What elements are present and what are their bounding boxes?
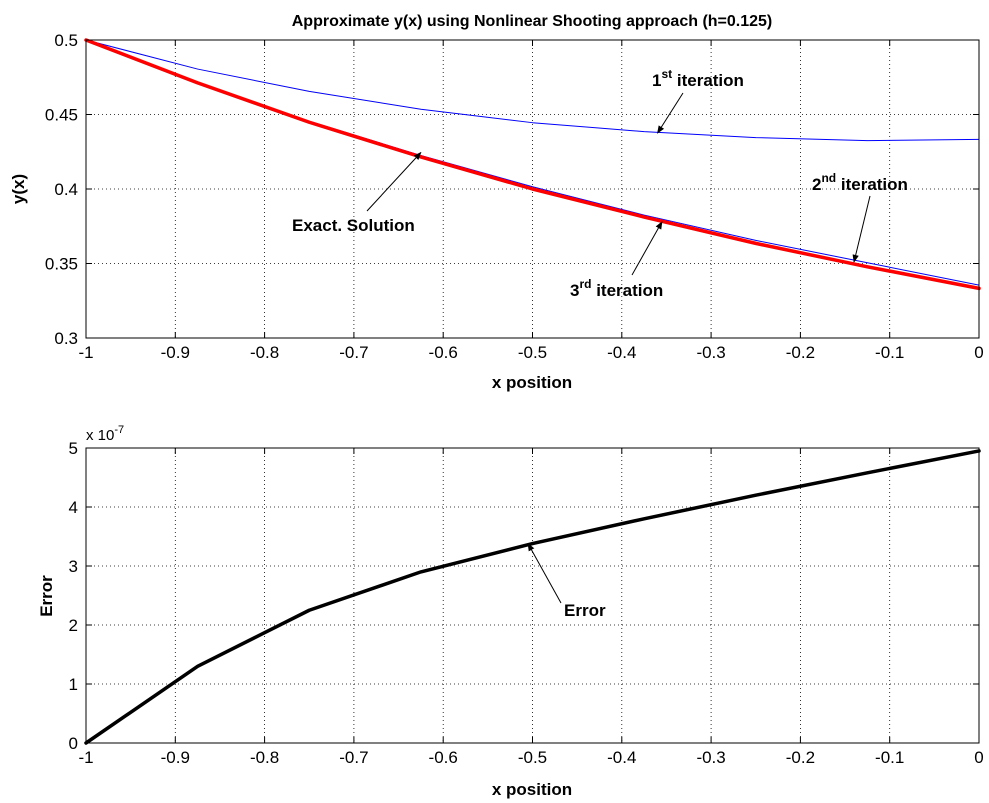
top-ytick-label: 0.3 (54, 329, 78, 348)
bottom-ylabel: Error (37, 575, 56, 617)
bottom-xtick-label: -0.5 (518, 748, 547, 767)
top-annotation-arrow (852, 195, 871, 263)
top-tick-labels: -1 -0.9 -0.8 -0.7 -0.6 -0.5 -0.4 -0.3 -0.2 -0.1 0 0… (45, 31, 984, 362)
top-xtick-label: -0.5 (518, 343, 547, 362)
top-ytick-label: 0.35 (45, 255, 78, 274)
bottom-ytick-label: 2 (69, 616, 78, 635)
bottom-xtick-label: -0.6 (429, 748, 458, 767)
top-plot-title: Approximate y(x) using Nonlinear Shootin… (292, 13, 773, 30)
top-xtick-label: -0.6 (429, 343, 458, 362)
top-annotation-arrow (657, 92, 684, 134)
top-xtick-label: -0.1 (875, 343, 904, 362)
bottom-ytick-label: 0 (69, 734, 78, 753)
top-annotation-text: 2nd iteration (812, 171, 908, 194)
bottom-xtick-label: -0.7 (339, 748, 368, 767)
bottom-xtick-label: -0.1 (875, 748, 904, 767)
top-xlabel: x position (492, 373, 572, 392)
bottom-xtick-label: -0.4 (607, 748, 636, 767)
bottom-plot-frame (85, 447, 980, 744)
top-annotation-text: Exact. Solution (292, 216, 415, 235)
top-annotation-arrow (631, 221, 663, 276)
bottom-xtick-label: 0 (974, 748, 983, 767)
top-series-line-3 (84, 38, 981, 291)
top-ytick-label: 0.45 (45, 106, 78, 125)
bottom-xtick-label: -1 (78, 748, 93, 767)
top-ylabel: y(x) (9, 174, 28, 204)
top-xtick-label: 0 (974, 343, 983, 362)
bottom-annotations: Error (527, 542, 606, 620)
top-annotation-text: 1st iteration (652, 67, 744, 90)
bottom-xtick-label: -0.9 (161, 748, 190, 767)
top-xtick-label: -0.4 (607, 343, 636, 362)
top-xtick-label: -0.3 (696, 343, 725, 362)
top-annotation-text: 3rd iteration (570, 277, 663, 300)
top-xtick-label: -0.2 (786, 343, 815, 362)
top-xtick-label: -0.9 (161, 343, 190, 362)
bottom-xtick-label: -0.8 (250, 748, 279, 767)
top-plot-frame (85, 39, 980, 339)
top-xtick-label: -1 (78, 343, 93, 362)
bottom-xlabel: x position (492, 780, 572, 799)
bottom-xtick-label: -0.2 (786, 748, 815, 767)
bottom-exponent-sup: -7 (114, 424, 124, 436)
bottom-ytick-label: 5 (69, 439, 78, 458)
bottom-annotation-arrow (527, 542, 562, 604)
bottom-grid (85, 447, 980, 744)
bottom-ytick-label: 3 (69, 557, 78, 576)
top-annotations: 1st iteration 2nd iteration 3rd iteration E… (292, 67, 908, 300)
bottom-exponent-base: x 10 (86, 427, 114, 444)
top-series-group (84, 38, 981, 291)
bottom-annotation-text: Error (564, 601, 606, 620)
bottom-tick-labels: -1 -0.9 -0.8 -0.7 -0.6 -0.5 -0.4 -0.3 -0.2 -0.1 0 0… (69, 439, 984, 767)
top-series-line-1 (85, 39, 980, 142)
bottom-plot: -1 -0.9 -0.8 -0.7 -0.6 -0.5 -0.4 -0.3 -0.2 -0.1 0 0… (37, 424, 984, 799)
top-plot: Approximate y(x) using Nonlinear Shootin… (9, 13, 984, 392)
bottom-exponent-label: x 10-7 (86, 424, 124, 444)
bottom-ytick-label: 4 (69, 498, 78, 517)
top-xtick-label: -0.7 (339, 343, 368, 362)
bottom-xtick-label: -0.3 (696, 748, 725, 767)
top-ytick-label: 0.5 (54, 31, 78, 50)
top-ytick-label: 0.4 (54, 180, 78, 199)
bottom-ytick-label: 1 (69, 675, 78, 694)
top-annotation-arrow (366, 151, 422, 212)
top-xtick-label: -0.8 (250, 343, 279, 362)
